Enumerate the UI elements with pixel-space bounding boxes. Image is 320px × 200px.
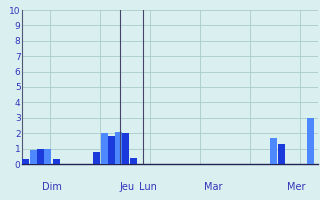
Text: Jeu: Jeu: [119, 182, 135, 192]
Bar: [21, 159, 28, 164]
Bar: [29, 150, 36, 164]
Bar: [269, 138, 276, 164]
Text: Lun: Lun: [139, 182, 157, 192]
Bar: [307, 118, 314, 164]
Text: Mar: Mar: [204, 182, 222, 192]
Bar: [130, 158, 137, 164]
Bar: [36, 149, 44, 164]
Text: Mer: Mer: [287, 182, 305, 192]
Bar: [44, 149, 51, 164]
Bar: [92, 152, 100, 164]
Bar: [122, 133, 129, 164]
Bar: [100, 133, 108, 164]
Bar: [52, 159, 60, 164]
Bar: [277, 144, 284, 164]
Bar: [108, 136, 115, 164]
Bar: [115, 132, 122, 164]
Text: Dim: Dim: [42, 182, 62, 192]
